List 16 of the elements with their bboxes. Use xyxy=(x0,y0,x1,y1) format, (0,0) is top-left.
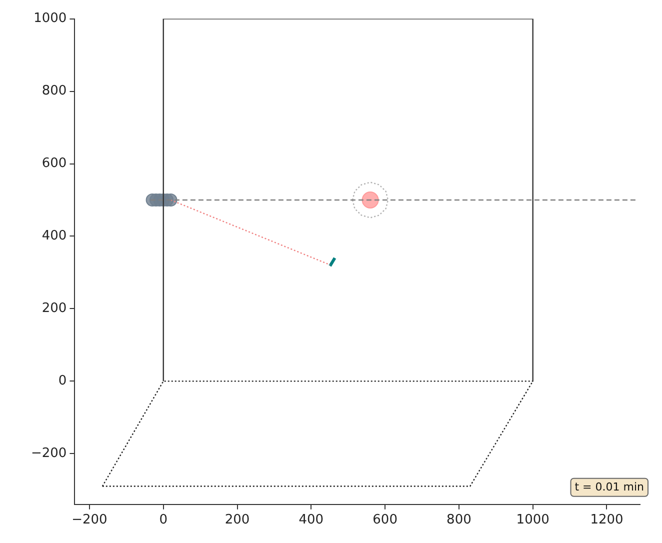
x-tick-label: 400 xyxy=(298,512,324,528)
y-tick-label: 1000 xyxy=(34,11,67,26)
y-tick-label: 400 xyxy=(42,228,67,244)
x-tick-label: 200 xyxy=(224,512,250,528)
y-tick-label: −200 xyxy=(30,446,67,462)
y-tick-label: 200 xyxy=(42,301,67,316)
x-tick-label: 800 xyxy=(446,512,472,528)
x-tick-label: 1000 xyxy=(516,512,550,528)
y-tick-label: 0 xyxy=(58,374,67,389)
y-tick-label: 800 xyxy=(42,84,67,99)
x-tick-label: −200 xyxy=(72,512,108,528)
x-tick-label: 600 xyxy=(372,512,398,528)
x-tick-label: 0 xyxy=(159,512,168,528)
x-tick-label: 1200 xyxy=(590,512,624,528)
annotation: t = 0.01 min xyxy=(574,480,644,494)
y-tick-label: 600 xyxy=(42,156,67,172)
